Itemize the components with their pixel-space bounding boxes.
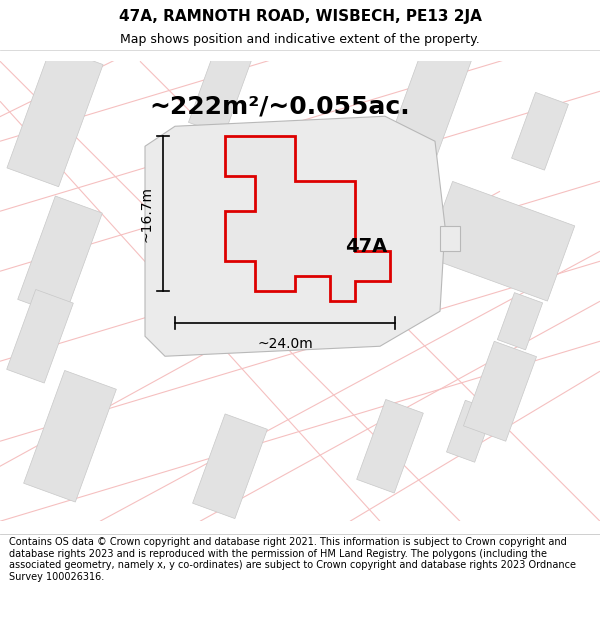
Polygon shape: [440, 226, 460, 251]
Polygon shape: [425, 181, 575, 301]
Polygon shape: [463, 341, 536, 441]
Polygon shape: [356, 399, 424, 493]
Text: Contains OS data © Crown copyright and database right 2021. This information is : Contains OS data © Crown copyright and d…: [9, 537, 576, 582]
Text: ~222m²/~0.055ac.: ~222m²/~0.055ac.: [149, 94, 410, 118]
Polygon shape: [225, 136, 390, 301]
Polygon shape: [7, 46, 103, 187]
Text: Map shows position and indicative extent of the property.: Map shows position and indicative extent…: [120, 32, 480, 46]
Polygon shape: [17, 196, 103, 316]
Polygon shape: [497, 292, 542, 350]
Polygon shape: [23, 371, 116, 502]
Text: ~16.7m: ~16.7m: [139, 186, 153, 242]
Polygon shape: [145, 116, 445, 356]
Text: 47A, RAMNOTH ROAD, WISBECH, PE13 2JA: 47A, RAMNOTH ROAD, WISBECH, PE13 2JA: [119, 9, 481, 24]
Polygon shape: [188, 47, 251, 136]
Polygon shape: [388, 41, 472, 161]
Polygon shape: [193, 414, 268, 519]
Polygon shape: [7, 289, 73, 383]
Polygon shape: [446, 400, 494, 462]
Text: 47A: 47A: [345, 237, 387, 256]
Text: ~24.0m: ~24.0m: [257, 338, 313, 351]
Polygon shape: [512, 92, 568, 170]
